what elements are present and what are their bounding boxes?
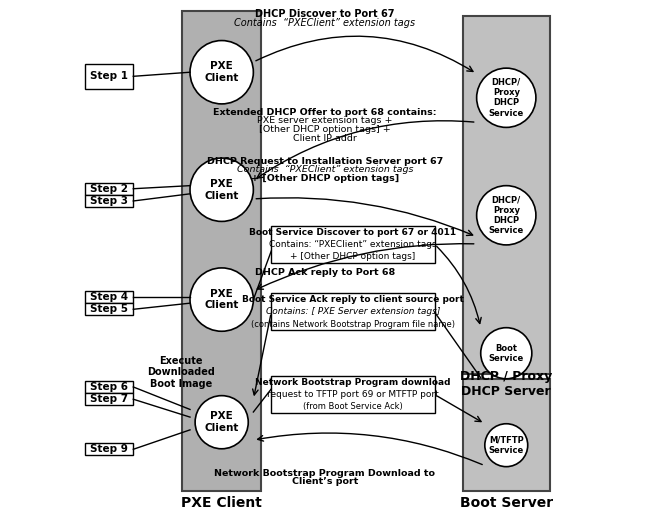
Bar	[84, 64, 133, 89]
Text: [Other DHCP option tags] +: [Other DHCP option tags] +	[259, 125, 391, 134]
Text: Network Bootstrap Program download: Network Bootstrap Program download	[255, 378, 451, 387]
Text: (contains Network Bootstrap Program file name): (contains Network Bootstrap Program file…	[251, 320, 455, 329]
Circle shape	[477, 186, 536, 245]
Circle shape	[190, 158, 253, 222]
Text: Step 2: Step 2	[90, 184, 128, 194]
Circle shape	[477, 68, 536, 127]
Circle shape	[480, 328, 532, 379]
Text: Network Bootstrap Program Download to: Network Bootstrap Program Download to	[214, 469, 436, 478]
Bar	[271, 376, 435, 413]
Text: + [Other DHCP option tags]: + [Other DHCP option tags]	[251, 174, 399, 183]
Text: request to TFTP port 69 or MTFTP port: request to TFTP port 69 or MTFTP port	[267, 390, 439, 399]
Bar	[84, 393, 133, 405]
Bar	[84, 291, 133, 303]
Text: DHCP Ack reply to Port 68: DHCP Ack reply to Port 68	[255, 268, 395, 277]
Bar	[84, 195, 133, 207]
Text: Step 3: Step 3	[90, 196, 128, 206]
Circle shape	[195, 396, 248, 449]
Text: PXE
Client: PXE Client	[205, 62, 239, 83]
Text: M/TFTP
Service: M/TFTP Service	[488, 436, 524, 455]
Text: Contains  “PXEClient” extension tags: Contains “PXEClient” extension tags	[234, 17, 415, 28]
Text: (from Boot Service Ack): (from Boot Service Ack)	[303, 402, 403, 411]
Bar	[463, 16, 550, 373]
Circle shape	[485, 424, 528, 467]
Bar	[84, 443, 133, 456]
Text: DHCP / Proxy
DHCP Server: DHCP / Proxy DHCP Server	[460, 370, 552, 398]
Text: Boot Service Ack reply to client source port: Boot Service Ack reply to client source …	[242, 295, 464, 304]
Text: Step 5: Step 5	[90, 304, 128, 314]
Text: PXE server extension tags +: PXE server extension tags +	[257, 116, 393, 125]
Text: Step 9: Step 9	[90, 444, 128, 455]
Text: Contains  “PXEClient” extension tags: Contains “PXEClient” extension tags	[237, 165, 413, 174]
Text: Contains: “PXEClient” extension tags: Contains: “PXEClient” extension tags	[269, 240, 437, 249]
Text: Step 1: Step 1	[90, 71, 128, 82]
Text: PXE Client: PXE Client	[182, 497, 262, 510]
Text: PXE
Client: PXE Client	[205, 411, 239, 433]
Bar	[271, 226, 435, 263]
Text: Boot Server: Boot Server	[460, 497, 553, 510]
Text: Extended DHCP Offer to port 68 contains:: Extended DHCP Offer to port 68 contains:	[213, 108, 437, 116]
Text: PXE
Client: PXE Client	[205, 289, 239, 310]
Text: Step 6: Step 6	[90, 382, 128, 392]
Circle shape	[190, 41, 253, 104]
Text: DHCP Discover to Port 67: DHCP Discover to Port 67	[255, 9, 395, 19]
Bar	[84, 303, 133, 315]
Bar	[84, 183, 133, 195]
Text: Execute
Downloaded
Boot Image: Execute Downloaded Boot Image	[147, 356, 214, 389]
Text: Step 4: Step 4	[90, 292, 128, 302]
Text: Boot Service Discover to port 67 or 4011: Boot Service Discover to port 67 or 4011	[249, 228, 457, 236]
Text: PXE
Client: PXE Client	[205, 179, 239, 201]
Bar	[271, 293, 435, 330]
Bar	[182, 11, 261, 491]
Text: DHCP Request to Installation Server port 67: DHCP Request to Installation Server port…	[207, 156, 443, 166]
Text: DHCP/
Proxy
DHCP
Service: DHCP/ Proxy DHCP Service	[488, 77, 524, 118]
Bar	[463, 379, 550, 491]
Text: Client IP addr: Client IP addr	[293, 133, 357, 143]
Text: Step 7: Step 7	[90, 394, 128, 404]
Text: + [Other DHCP option tags]: + [Other DHCP option tags]	[290, 252, 416, 261]
Circle shape	[190, 268, 253, 331]
Text: Contains: [ PXE Server extension tags]: Contains: [ PXE Server extension tags]	[266, 307, 440, 317]
Text: Boot
Service: Boot Service	[488, 344, 524, 363]
Text: Client’s port: Client’s port	[292, 477, 358, 486]
Bar	[84, 381, 133, 393]
Text: DHCP/
Proxy
DHCP
Service: DHCP/ Proxy DHCP Service	[488, 195, 524, 235]
